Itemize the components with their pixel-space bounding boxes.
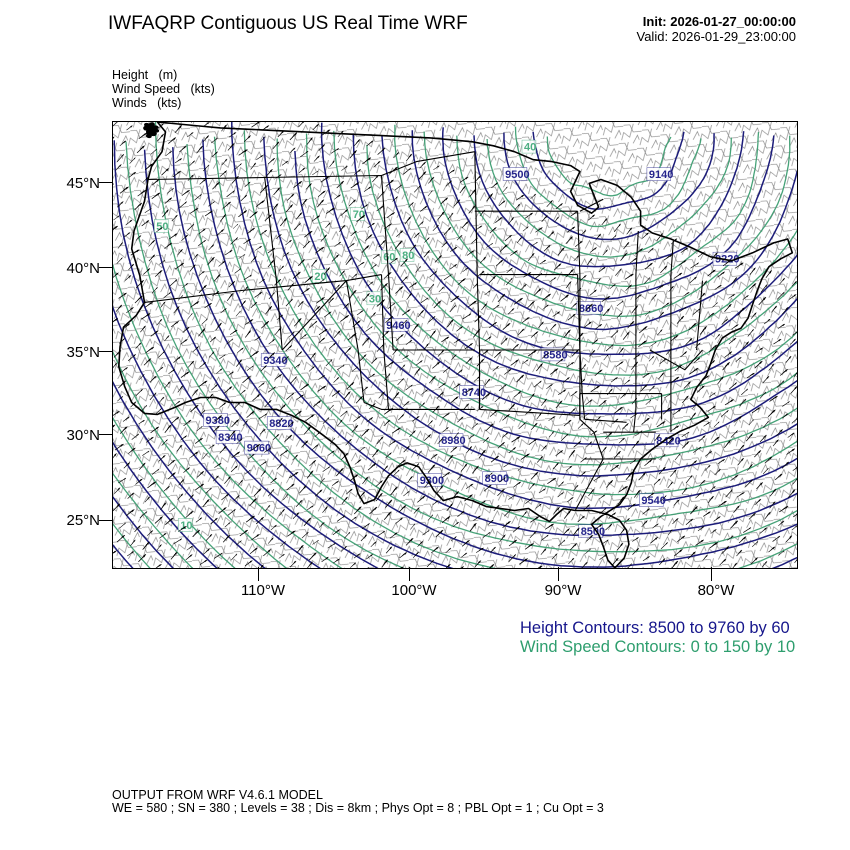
svg-text:9380: 9380 bbox=[206, 415, 230, 427]
svg-text:40: 40 bbox=[524, 142, 536, 154]
svg-text:9300: 9300 bbox=[420, 475, 444, 487]
svg-text:80: 80 bbox=[402, 250, 414, 262]
svg-text:8340: 8340 bbox=[218, 432, 242, 444]
svg-text:8580: 8580 bbox=[543, 349, 567, 361]
svg-text:8500: 8500 bbox=[581, 526, 605, 538]
svg-text:9460: 9460 bbox=[386, 320, 410, 332]
svg-text:9060: 9060 bbox=[247, 443, 271, 455]
svg-text:9540: 9540 bbox=[641, 495, 665, 507]
svg-text:8900: 8900 bbox=[485, 473, 509, 485]
svg-text:10: 10 bbox=[180, 520, 192, 532]
svg-text:20: 20 bbox=[314, 271, 326, 283]
svg-text:50: 50 bbox=[156, 221, 168, 233]
svg-text:9140: 9140 bbox=[649, 169, 673, 181]
svg-text:8740: 8740 bbox=[462, 387, 486, 399]
svg-text:30: 30 bbox=[369, 293, 381, 305]
svg-text:8980: 8980 bbox=[441, 435, 465, 447]
svg-text:60: 60 bbox=[383, 252, 395, 264]
svg-text:70: 70 bbox=[353, 209, 365, 221]
svg-text:9500: 9500 bbox=[505, 169, 529, 181]
